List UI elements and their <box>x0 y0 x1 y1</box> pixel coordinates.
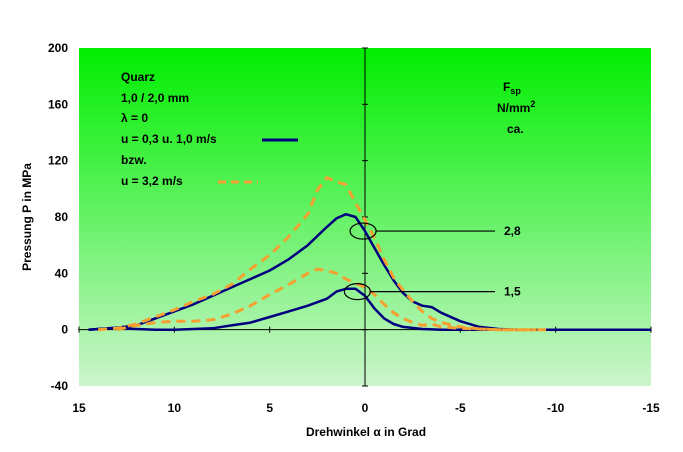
legend-bzw: bzw. <box>121 153 147 167</box>
force-header-ca: ca. <box>507 122 524 136</box>
x-tick-label: -15 <box>642 401 660 415</box>
annotation-layer: 2,8 1,5 <box>343 222 521 301</box>
x-axis-title: Drehwinkel α in Grad <box>306 425 426 439</box>
y-tick-label: 0 <box>61 323 68 337</box>
y-tick-label: 200 <box>48 41 68 55</box>
x-tick-label: 15 <box>72 401 86 415</box>
lambda-value: = 0 <box>128 111 149 125</box>
x-axis-title-suffix: in Grad <box>381 425 426 439</box>
x-axis-title-symbol: α <box>373 425 381 439</box>
annotation-label-2: 1,5 <box>504 285 521 299</box>
force-symbol: F <box>503 80 510 94</box>
y-axis-title: Pressung P in MPa <box>20 163 34 271</box>
force-header-unit: N/mm2 <box>497 99 535 115</box>
x-tick-label: 5 <box>266 401 273 415</box>
y-tick-label: 40 <box>55 266 69 280</box>
legend-lambda: λ = 0 <box>121 111 148 125</box>
force-unit-superscript: 2 <box>530 99 535 109</box>
x-tick-label: 0 <box>362 401 369 415</box>
series-line-2 <box>88 287 651 331</box>
legend-dashed-label: u = 3,2 m/s <box>121 174 183 188</box>
lambda-symbol: λ <box>121 111 128 125</box>
series-line-4 <box>116 267 547 332</box>
x-tick-label: -5 <box>455 401 466 415</box>
x-tick-label: 10 <box>168 401 182 415</box>
x-axis-title-prefix: Drehwinkel <box>306 425 373 439</box>
y-tick-label: 120 <box>48 154 68 168</box>
legend-size: 1,0 / 2,0 mm <box>121 91 189 105</box>
y-tick-label: 160 <box>48 97 68 111</box>
force-unit: N/mm <box>497 101 530 115</box>
legend-material: Quarz <box>121 70 155 84</box>
y-tick-label: 80 <box>55 210 69 224</box>
legend-solid-label: u = 0,3 u. 1,0 m/s <box>121 132 217 146</box>
y-tick-label: -40 <box>51 379 69 393</box>
series-line-3 <box>97 176 537 332</box>
x-tick-label: -10 <box>547 401 565 415</box>
force-header-symbol: Fsp <box>503 80 521 96</box>
force-subscript: sp <box>510 86 521 96</box>
annotation-label-1: 2,8 <box>504 224 521 238</box>
series-layer <box>88 176 651 332</box>
